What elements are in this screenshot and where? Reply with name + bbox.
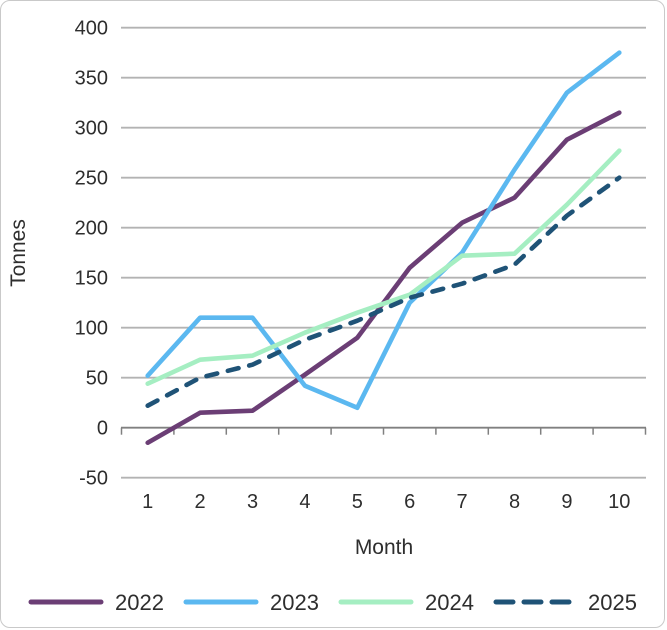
legend-item-2024: 2024	[338, 590, 474, 615]
y-axis-labels: 400 350 300 250 200 150 100 50 0 -50	[75, 18, 108, 490]
x-tick-label: 9	[561, 491, 572, 513]
x-tick-label: 8	[509, 491, 520, 513]
x-tick-label: 6	[404, 491, 415, 513]
legend-label: 2022	[115, 590, 164, 615]
legend-label: 2023	[270, 590, 319, 615]
x-tick-label: 1	[142, 491, 153, 513]
x-tick-label: 4	[299, 491, 310, 513]
y-tick-label: 150	[75, 268, 108, 290]
legend: 2022 2023 2024 2025	[28, 590, 637, 615]
x-tick-label: 5	[352, 491, 363, 513]
x-axis-title: Month	[355, 536, 413, 559]
series-line-2025	[145, 175, 622, 409]
y-tick-label: 350	[75, 68, 108, 90]
legend-label: 2025	[588, 590, 637, 615]
y-tick-label: -50	[79, 468, 108, 490]
gridlines	[121, 26, 646, 479]
y-tick-label: 250	[75, 168, 108, 190]
y-tick-label: 300	[75, 118, 108, 140]
series-lines	[145, 50, 622, 446]
x-tick-label: 7	[457, 491, 468, 513]
x-axis-labels: 1 2 3 4 5 6 7 8 9 10	[142, 491, 630, 513]
x-tick-label: 2	[195, 491, 206, 513]
y-tick-label: 50	[86, 368, 108, 390]
y-tick-label: 0	[97, 418, 108, 440]
series-line-2023	[145, 50, 622, 411]
y-axis-title: Tonnes	[7, 219, 30, 287]
y-tick-label: 400	[75, 18, 108, 40]
legend-item-2023: 2023	[183, 590, 319, 615]
series-line-2024	[145, 148, 622, 387]
legend-label: 2024	[425, 590, 474, 615]
legend-item-2025: 2025	[493, 590, 637, 615]
y-tick-label: 100	[75, 318, 108, 340]
x-axis	[120, 426, 647, 435]
legend-item-2022: 2022	[28, 590, 164, 615]
y-tick-label: 200	[75, 218, 108, 240]
x-tick-label: 3	[247, 491, 258, 513]
x-tick-label: 10	[608, 491, 630, 513]
